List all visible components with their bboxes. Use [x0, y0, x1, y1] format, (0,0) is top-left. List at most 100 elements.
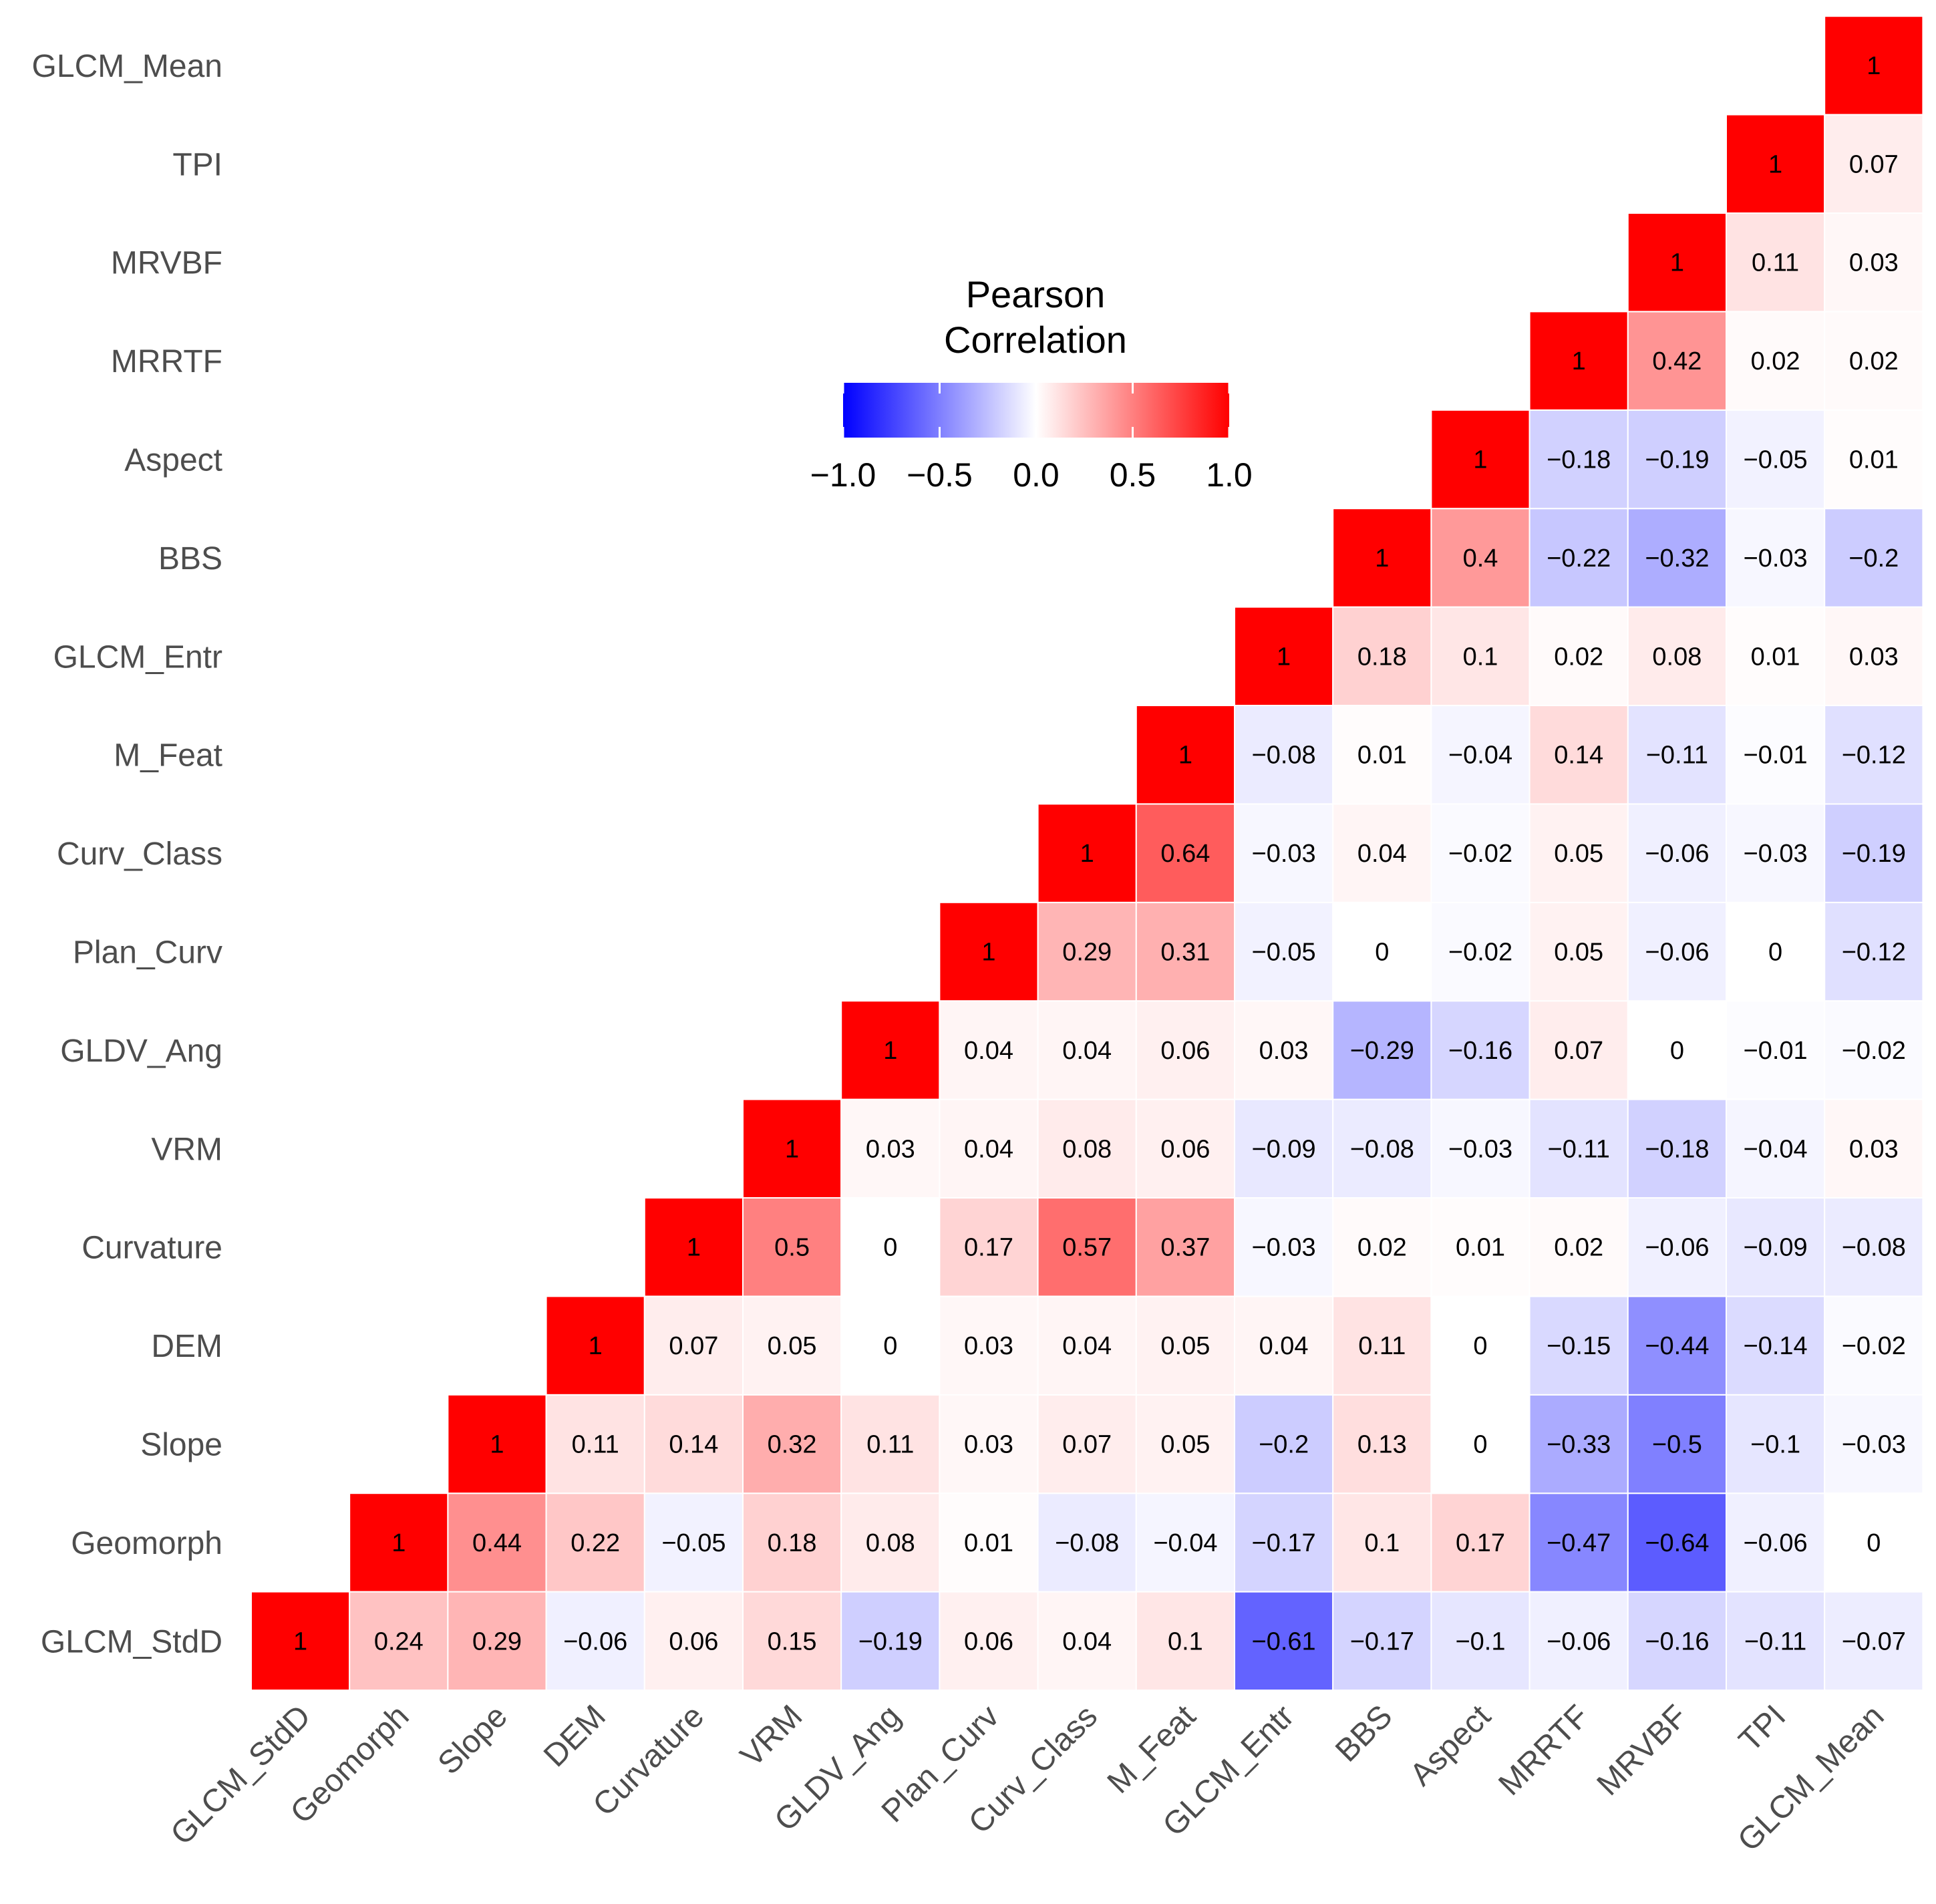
- heatmap-cell: [1430, 1295, 1530, 1396]
- cell-value-label: 0.04: [964, 1135, 1013, 1163]
- heatmap-cell: [1726, 803, 1826, 903]
- heatmap-cell: [1430, 1492, 1530, 1593]
- cell-value-label: 0.04: [1259, 1332, 1309, 1360]
- legend-tick-label: −1.0: [810, 456, 876, 494]
- cell-value-label: 1: [785, 1135, 799, 1163]
- heatmap-cell: [1627, 705, 1728, 805]
- heatmap-cell: [1332, 1295, 1432, 1396]
- y-tick-label: VRM: [151, 1132, 222, 1167]
- cell-value-label: 0.32: [768, 1431, 817, 1459]
- heatmap-cell: [643, 1492, 744, 1593]
- cell-value-label: 0.03: [1849, 643, 1899, 671]
- cell-value-label: 0.57: [1062, 1234, 1112, 1262]
- heatmap-cell: [1430, 1098, 1530, 1199]
- legend-tick-label: 0.0: [1013, 456, 1060, 494]
- cell-value-label: 1: [1572, 347, 1586, 375]
- cell-value-label: 0.02: [1357, 1234, 1407, 1262]
- heatmap-cell: [1430, 901, 1530, 1002]
- y-tick-label: DEM: [151, 1329, 222, 1364]
- cell-value-label: 0.11: [572, 1431, 619, 1459]
- heatmap-cell: [742, 1197, 842, 1297]
- cell-value-label: 0.44: [472, 1529, 522, 1557]
- cell-value-label: 0.05: [1554, 840, 1603, 868]
- cell-value-label: 0.01: [1357, 742, 1407, 770]
- cell-value-label: −0.03: [1448, 1135, 1512, 1163]
- heatmap-cell: [643, 1394, 744, 1494]
- heatmap-cell: [1234, 1098, 1334, 1199]
- cell-value-label: −0.03: [1252, 1234, 1316, 1262]
- heatmap-cell: [1037, 1492, 1137, 1593]
- cell-value-label: −0.1: [1455, 1627, 1505, 1655]
- heatmap-cell: [1627, 1098, 1728, 1199]
- cell-value-label: 0.02: [1554, 643, 1603, 671]
- legend-title-line1: Pearson: [966, 273, 1106, 315]
- heatmap-cell: [1627, 1295, 1728, 1396]
- cell-value-label: −0.02: [1842, 1037, 1906, 1065]
- cell-value-label: 0.05: [1554, 939, 1603, 967]
- cell-value-label: 0.04: [1062, 1332, 1112, 1360]
- cell-value-label: 1: [1178, 742, 1192, 770]
- heatmap-cell-labels: 1 0.24 0.29 −0.06 0.06 0.15 −0.19 0.06 0.04 0.1 −0…: [293, 52, 1906, 1655]
- cell-value-label: 0.04: [1062, 1037, 1112, 1065]
- heatmap-cell: [1528, 901, 1629, 1002]
- cell-value-label: −0.17: [1252, 1529, 1316, 1557]
- heatmap-cell: [1824, 705, 1924, 805]
- y-tick-label: GLCM_Mean: [32, 49, 222, 84]
- cell-value-label: −0.19: [1842, 840, 1906, 868]
- cell-value-label: 0.18: [768, 1529, 817, 1557]
- y-tick-label: MRRTF: [111, 344, 222, 379]
- heatmap-cell: [251, 1591, 351, 1692]
- heatmap-cell: [1726, 1197, 1826, 1297]
- heatmap-cell: [742, 1394, 842, 1494]
- cell-value-label: −0.16: [1645, 1627, 1709, 1655]
- cell-value-label: −0.03: [1744, 840, 1808, 868]
- heatmap-cell: [1430, 705, 1530, 805]
- heatmap-cell: [1430, 1197, 1530, 1297]
- cell-value-label: −0.09: [1744, 1234, 1808, 1262]
- heatmap-cell: [1824, 1591, 1924, 1692]
- heatmap-cell: [1234, 1000, 1334, 1100]
- cell-value-label: −0.03: [1744, 544, 1808, 573]
- heatmap-cell: [1726, 1394, 1826, 1494]
- cell-value-label: 1: [1473, 446, 1487, 474]
- cell-value-label: −0.11: [1646, 742, 1708, 770]
- cell-value-label: 0.06: [964, 1627, 1013, 1655]
- cell-value-label: 0.14: [1554, 742, 1603, 770]
- cell-value-label: −0.06: [1645, 840, 1709, 868]
- heatmap-cell: [1726, 1295, 1826, 1396]
- cell-value-label: 0.4: [1463, 544, 1498, 573]
- heatmap-cell: [1332, 1591, 1432, 1692]
- cell-value-label: −0.2: [1259, 1431, 1309, 1459]
- heatmap-cell: [1528, 705, 1629, 805]
- heatmap-cell: [1332, 1000, 1432, 1100]
- cell-value-label: 0: [1375, 939, 1389, 967]
- heatmap-cell: [939, 901, 1039, 1002]
- cell-value-label: −0.18: [1547, 446, 1611, 474]
- cell-value-label: 0.24: [374, 1627, 424, 1655]
- cell-value-label: −0.16: [1448, 1037, 1512, 1065]
- heatmap-cell: [1135, 803, 1236, 903]
- cell-value-label: −0.04: [1153, 1529, 1217, 1557]
- y-axis: GLCM_StdD Geomorph Slope DEM Curvature VRM GLD…: [32, 49, 222, 1659]
- x-tick-label: BBS: [1329, 1698, 1399, 1768]
- x-tick-label: GLCM_StdD: [164, 1698, 318, 1852]
- cell-value-label: 0.01: [1751, 643, 1800, 671]
- heatmap-cell: [1528, 1098, 1629, 1199]
- heatmap-cell: [1528, 1394, 1629, 1494]
- heatmap-cell: [1824, 409, 1924, 510]
- heatmap-cell: [1332, 705, 1432, 805]
- legend-tick-label: 0.5: [1110, 456, 1156, 494]
- y-tick-label: Curv_Class: [57, 836, 222, 872]
- cell-value-label: 0.37: [1160, 1234, 1210, 1262]
- cell-value-label: 0.1: [1463, 643, 1498, 671]
- cell-value-label: 0: [1768, 939, 1782, 967]
- heatmap-cell: [1627, 803, 1728, 903]
- cell-value-label: 0.31: [1160, 939, 1210, 967]
- heatmap-cell: [1135, 1591, 1236, 1692]
- cell-value-label: 0.64: [1160, 840, 1210, 868]
- heatmap-cell: [939, 1000, 1039, 1100]
- y-tick-label: Aspect: [124, 443, 222, 478]
- cell-value-label: −0.11: [1548, 1135, 1610, 1163]
- cell-value-label: 1: [1080, 840, 1094, 868]
- y-tick-label: Plan_Curv: [73, 935, 222, 971]
